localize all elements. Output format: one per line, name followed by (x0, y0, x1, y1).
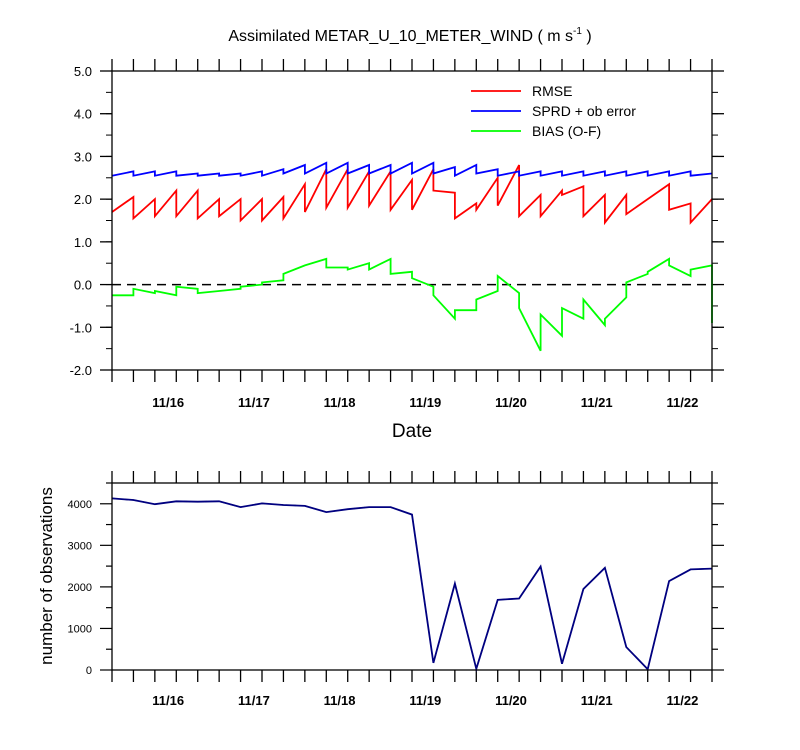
bot-y-tick-label: 3000 (68, 540, 92, 552)
chart-title: Assimilated METAR_U_10_METER_WIND ( m s-… (228, 26, 591, 45)
top-y-tick-label: 1.0 (74, 235, 92, 250)
y-axis-label: number of observations (37, 487, 56, 665)
x-tick-label: 11/22 (666, 395, 698, 410)
chart-title-superscript: -1 (573, 26, 582, 37)
legend-label-bias-o-f: BIAS (O-F) (532, 123, 601, 139)
bot-y-tick-label: 0 (86, 665, 92, 677)
top-x-tick-labels: 11/16 11/17 11/18 11/19 11/20 11/21 11/22 (152, 395, 698, 410)
chart-title-end: ) (582, 28, 592, 45)
legend: RMSE SPRD + ob error BIAS (O-F) (471, 83, 636, 139)
top-y-tick-label: -2.0 (70, 363, 92, 378)
top-y-tick-labels: -2.0 -1.0 0.0 1.0 2.0 3.0 4.0 5.0 (70, 64, 92, 378)
x-tick-label: 11/18 (324, 693, 356, 708)
bot-y-tick-label: 4000 (68, 499, 92, 511)
bottom-y-tick-labels: 0 1000 2000 3000 4000 (68, 499, 92, 677)
x-tick-label: 11/22 (666, 693, 698, 708)
x-tick-label: 11/16 (152, 395, 184, 410)
top-y-tick-label: 3.0 (74, 149, 92, 164)
x-tick-label: 11/19 (409, 395, 441, 410)
sprd-ob-error-line (111, 161, 713, 178)
x-tick-label: 11/17 (238, 693, 270, 708)
x-tick-label: 11/21 (581, 693, 613, 708)
x-tick-label: 11/20 (495, 693, 527, 708)
bottom-x-tick-labels: 11/16 11/17 11/18 11/19 11/20 11/21 11/22 (152, 693, 698, 708)
top-y-tick-label: 2.0 (74, 192, 92, 207)
x-tick-label: 11/16 (152, 693, 184, 708)
bot-y-tick-label: 2000 (68, 582, 92, 594)
top-y-tick-label: 4.0 (74, 107, 92, 122)
observations-used-line (111, 497, 713, 672)
x-tick-label: 11/19 (409, 693, 441, 708)
x-tick-label: 11/18 (324, 395, 356, 410)
top-series-group (111, 161, 713, 352)
observations-count-line (111, 497, 713, 673)
legend-label-rmse: RMSE (532, 83, 572, 99)
bottom-axis-ticks (100, 471, 724, 682)
x-tick-label: 11/20 (495, 395, 527, 410)
legend-label-sprd-ob-error: SPRD + ob error (532, 103, 636, 119)
bottom-plot-frame (111, 482, 713, 671)
bottom-series-group (111, 497, 713, 673)
rmse-line (111, 164, 713, 226)
top-y-tick-label: 0.0 (74, 278, 92, 293)
top-chart: Assimilated METAR_U_10_METER_WIND ( m s-… (70, 26, 724, 442)
top-plot-frame (111, 70, 713, 371)
bot-y-tick-label: 1000 (68, 623, 92, 635)
x-tick-label: 11/21 (581, 395, 613, 410)
top-y-tick-label: 5.0 (74, 64, 92, 79)
bias-o-f-line (112, 257, 713, 352)
x-tick-label: 11/17 (238, 395, 270, 410)
x-axis-label: Date (392, 421, 432, 442)
top-axis-ticks (100, 59, 724, 382)
chart-title-main: Assimilated METAR_U_10_METER_WIND ( m s (228, 28, 573, 45)
top-y-tick-label: -1.0 (70, 320, 92, 335)
